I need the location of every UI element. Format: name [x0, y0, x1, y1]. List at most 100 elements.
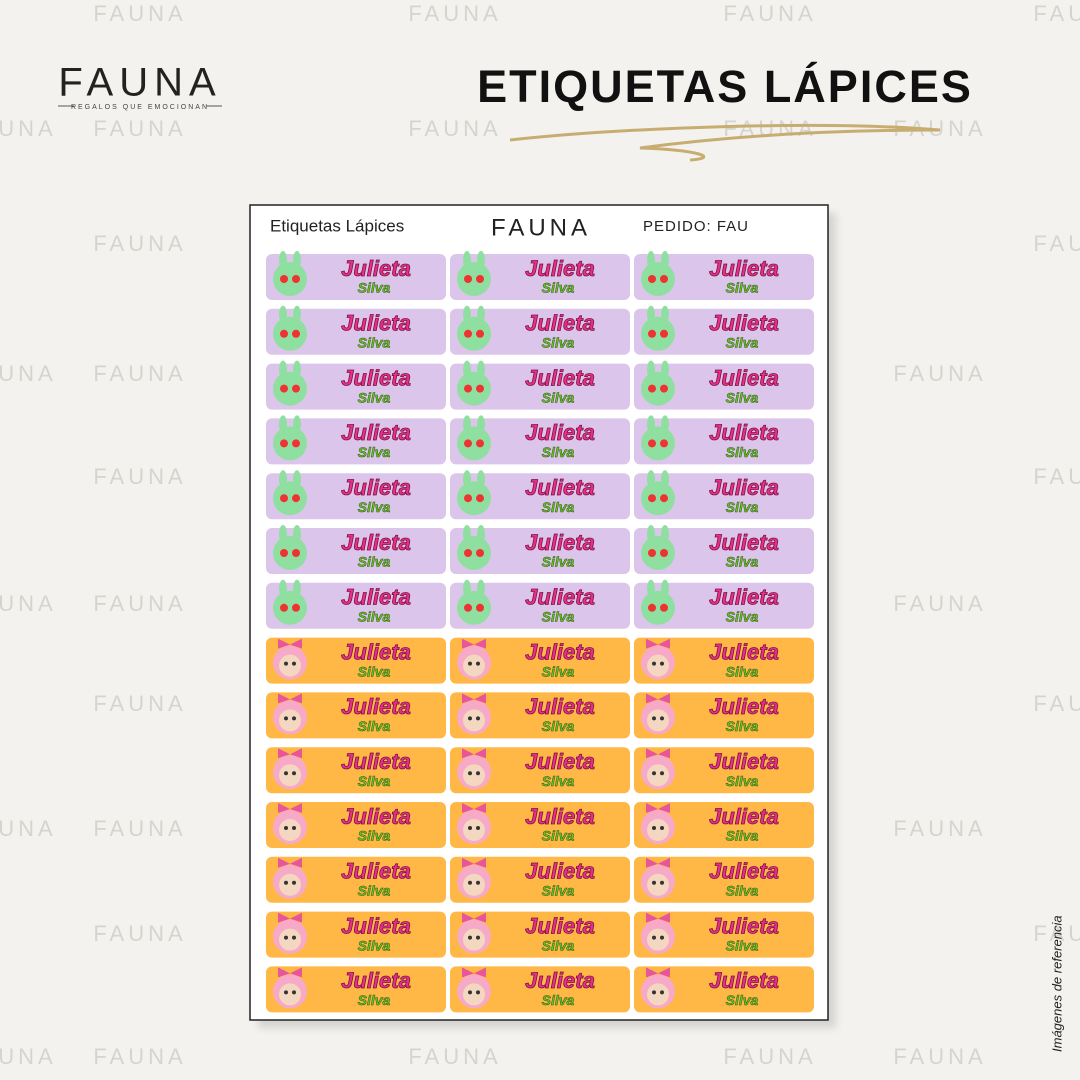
character-eye: [280, 603, 288, 612]
first-name: Julieta: [341, 585, 411, 610]
label: [450, 692, 630, 739]
last-name: Silva: [726, 663, 759, 679]
character-bow: [646, 638, 670, 649]
character-bow: [278, 803, 302, 813]
last-name: Silva: [726, 554, 759, 570]
first-name: Julieta: [341, 639, 411, 664]
character-eye: [476, 880, 480, 885]
character-bow: [462, 912, 486, 923]
label: [450, 473, 630, 520]
label: [634, 254, 814, 300]
last-name: Silva: [542, 335, 575, 351]
watermark: FAUNA: [93, 116, 186, 141]
label: [634, 418, 814, 465]
character-eye: [284, 826, 288, 830]
label: [450, 418, 630, 465]
character-head: [457, 262, 491, 296]
character-eye: [476, 494, 484, 503]
character-eye: [468, 771, 472, 776]
character-face: [463, 983, 485, 1006]
character-bow: [646, 803, 670, 813]
last-name: Silva: [542, 773, 575, 789]
tagline: REGALOS QUE EMOCIONAN: [71, 104, 209, 111]
character-head: [641, 590, 675, 625]
last-name: Silva: [726, 335, 759, 351]
first-name: Julieta: [709, 530, 779, 555]
character-eye: [284, 771, 288, 776]
label: [266, 308, 446, 355]
character-head: [641, 262, 675, 296]
character-eye: [652, 935, 656, 940]
labels: JulietaSilvaJulietaSilvaJulietaSilvaJuli…: [266, 251, 814, 1013]
character-face: [279, 709, 301, 732]
first-name: Julieta: [525, 694, 595, 719]
character-eye: [292, 329, 300, 338]
character-face: [279, 819, 301, 841]
label: [266, 418, 446, 465]
character-eye: [476, 826, 480, 830]
sheet-logo: FAUNA: [491, 214, 591, 241]
watermark: FAUNA: [0, 1044, 57, 1069]
last-name: Silva: [358, 389, 391, 405]
watermark: FAUNA: [893, 816, 986, 841]
character-eye: [280, 275, 288, 283]
first-name: Julieta: [709, 749, 779, 774]
label: [266, 802, 446, 848]
character-eye: [476, 935, 480, 940]
character-bow: [646, 857, 670, 868]
character-eye: [660, 549, 668, 557]
character-eye: [468, 935, 472, 940]
label: [634, 473, 814, 520]
watermark: FAUNA: [893, 591, 986, 616]
label: [634, 363, 814, 410]
character-eye: [292, 549, 300, 557]
character-bow: [278, 967, 302, 978]
watermark: FAUNA: [893, 1044, 986, 1069]
character-bow: [646, 967, 670, 978]
watermark: FAUNA: [408, 1, 501, 26]
character-bow: [646, 748, 670, 759]
character-eye: [280, 494, 288, 503]
character-eye: [284, 661, 288, 666]
first-name: Julieta: [709, 311, 779, 336]
label: [634, 747, 814, 794]
character-eye: [292, 880, 296, 885]
character-eye: [652, 716, 656, 721]
character-eye: [660, 329, 668, 338]
last-name: Silva: [726, 389, 759, 405]
last-name: Silva: [358, 773, 391, 789]
character-eye: [648, 329, 656, 338]
last-name: Silva: [358, 335, 391, 351]
character-eye: [292, 771, 296, 776]
first-name: Julieta: [709, 968, 779, 993]
character-head: [641, 371, 675, 406]
character-face: [463, 819, 485, 841]
first-name: Julieta: [709, 365, 779, 390]
watermark: FAUNA: [408, 116, 501, 141]
character-face: [647, 983, 669, 1006]
character-head: [273, 262, 307, 296]
character-bow: [278, 693, 302, 704]
last-name: Silva: [542, 937, 575, 953]
first-name: Julieta: [709, 694, 779, 719]
last-name: Silva: [726, 499, 759, 515]
label: [266, 856, 446, 903]
label: [266, 528, 446, 574]
character-face: [647, 654, 669, 677]
label: [266, 911, 446, 958]
last-name: Silva: [726, 718, 759, 734]
character-eye: [464, 549, 472, 557]
character-eye: [660, 771, 664, 776]
last-name: Silva: [542, 499, 575, 515]
label: [266, 966, 446, 1013]
character-face: [463, 873, 485, 896]
first-name: Julieta: [341, 530, 411, 555]
last-name: Silva: [542, 718, 575, 734]
last-name: Silva: [542, 992, 575, 1008]
character-eye: [280, 329, 288, 338]
character-eye: [284, 990, 288, 995]
last-name: Silva: [726, 280, 759, 296]
first-name: Julieta: [525, 639, 595, 664]
watermark: FAUNA: [93, 361, 186, 386]
character-eye: [652, 990, 656, 995]
